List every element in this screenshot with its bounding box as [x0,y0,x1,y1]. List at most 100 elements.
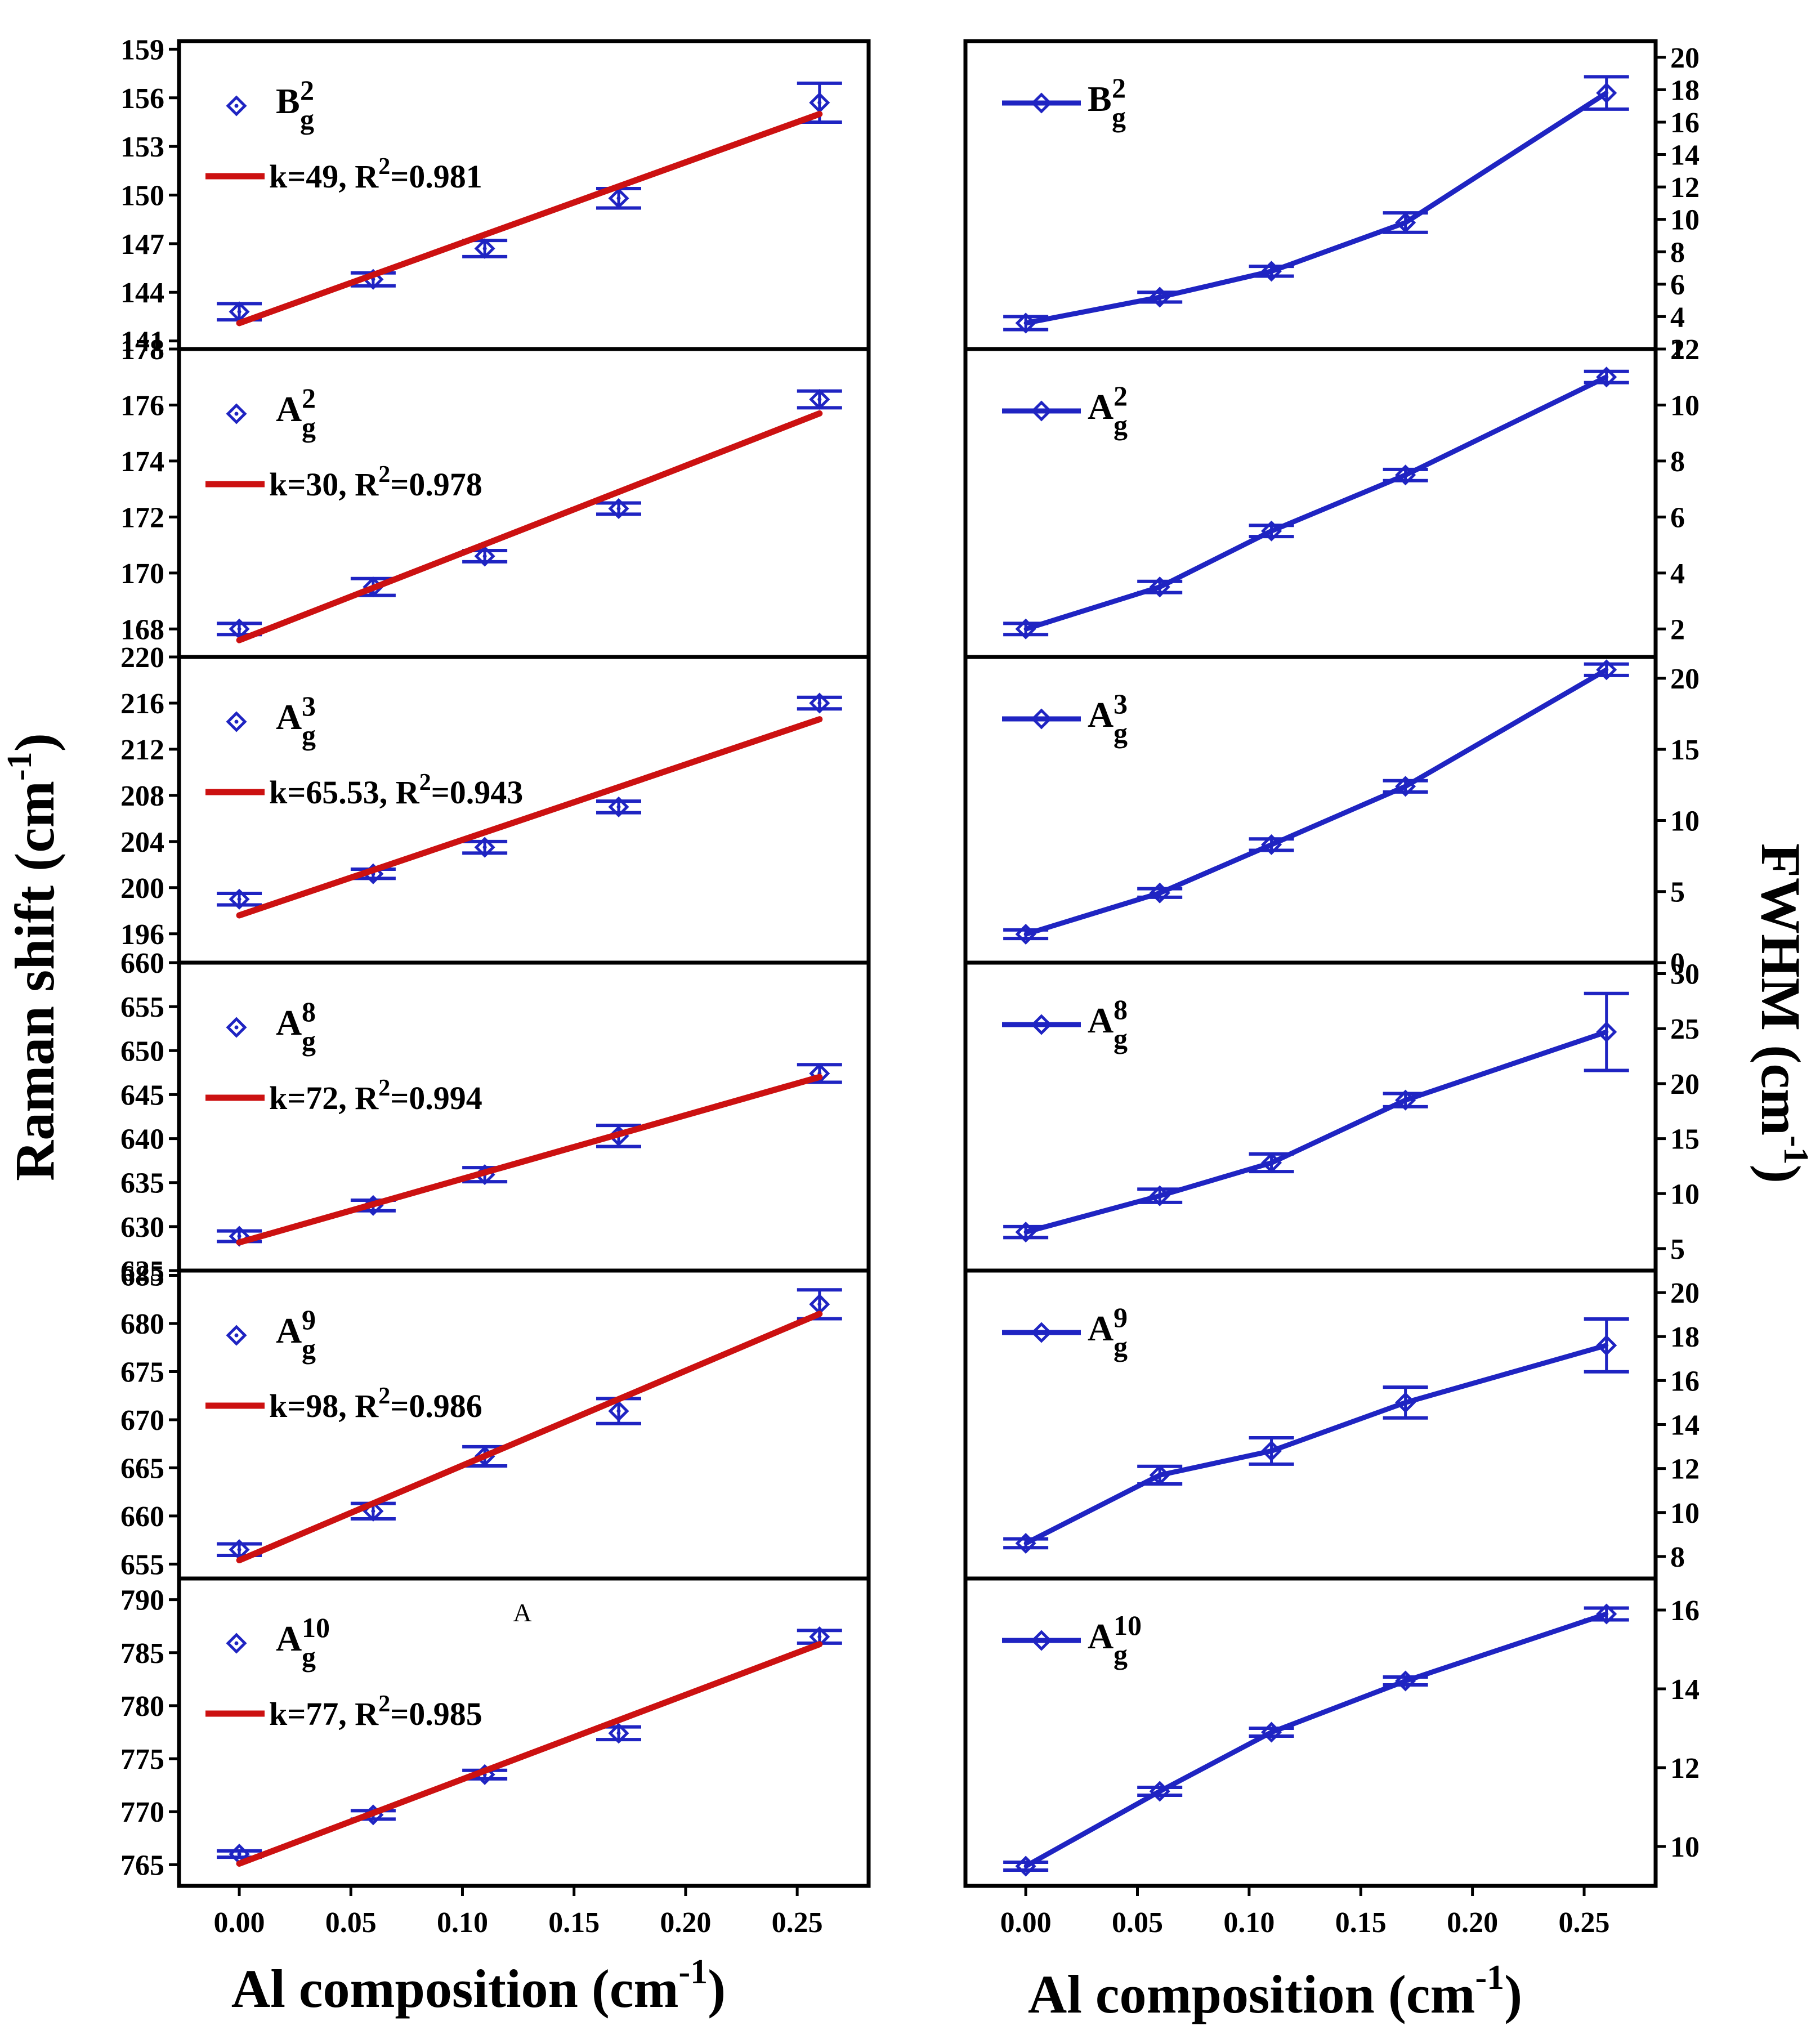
y-tick-label: 655 [120,1549,164,1581]
legend-mode-label: A9 g [1088,1302,1128,1362]
data-point-center [1023,321,1028,325]
data-point-center [237,1852,242,1857]
legend-symbol-center [1039,1022,1044,1027]
left-x-axis-title: Al composition (cm-1) [231,1953,726,2019]
y-tick-label: 30 [1670,959,1700,991]
data-point [1261,1152,1282,1174]
x-tick-label: 0.00 [1000,1907,1052,1939]
x-tick-label: 0.25 [1559,1907,1610,1939]
raman-panel-2: 168 170 172 174 176 178 A2 g k=30, R2=0.978 [120,334,871,659]
data-point [809,388,830,410]
fwhm-panel-4: 5 10 15 20 25 30 A8 g [963,959,1700,1273]
data-point-center [237,1234,242,1238]
data-point-center [1403,220,1408,225]
data-point [1149,287,1170,308]
data-point-center [1403,1098,1408,1102]
data-point-center [1157,1193,1162,1198]
data-point-center [616,1731,621,1736]
data-point-center [616,506,621,511]
legend-symbol-center [234,719,239,724]
panel-frame [963,347,1658,659]
data-point-center [1604,375,1609,379]
y-tick-label: 18 [1670,1321,1700,1353]
data-point-center [1269,1730,1274,1734]
fit-line [236,1311,823,1564]
y-tick-label: 150 [120,180,164,212]
data-point [1261,520,1282,542]
legend-symbol-center [234,1333,239,1338]
data-point [608,796,629,817]
y-tick-label: 765 [120,1849,164,1881]
data-point-center [817,1635,822,1639]
data-point-center [237,897,242,901]
x-tick-label: 0.05 [325,1907,377,1939]
x-tick-label: 0.05 [1112,1907,1163,1939]
fit-line [236,111,823,327]
data-point-center [616,196,621,200]
data-point [1596,1335,1617,1356]
legend-symbol-center [234,1641,239,1645]
fwhm-panel-3: 0 5 10 15 20 A3 g [963,655,1700,980]
data-point-center [237,627,242,631]
y-tick-label: 2 [1670,614,1685,646]
data-point [1149,576,1170,598]
y-tick-label: 174 [120,446,164,478]
data-point-center [817,100,822,105]
y-tick-label: 25 [1670,1013,1700,1045]
legend-symbol [1031,1322,1052,1343]
data-point [1261,1440,1282,1461]
y-tick-label: 144 [120,277,164,309]
y-tick-label: 141 [120,326,164,358]
y-tick-label: 16 [1670,1365,1700,1397]
legend-mode-label: A10 g [276,1612,330,1673]
legend-symbol-center [1039,1638,1044,1643]
y-tick-label: 8 [1670,446,1685,478]
data-point-center [1023,1864,1028,1868]
right-y-axis-title: FWHM (cm-1) [1750,843,1815,1183]
y-tick-label: 650 [120,1035,164,1067]
data-point [1395,776,1416,797]
raman-panel-3: 196 200 204 208 212 216 220 A3 g k=65.53, R2=0.94… [120,642,871,965]
data-point [1015,923,1036,945]
data-point [1149,1464,1170,1486]
legend-symbol [226,1325,247,1346]
legend-symbol [1031,708,1052,730]
y-tick-label: 10 [1670,390,1700,422]
y-tick-label: 775 [120,1743,164,1776]
data-point-center [1269,269,1274,274]
y-tick-label: 208 [120,780,164,812]
fwhm-panel-6: 10 12 14 16 0.00 0.05 0.10 0.15 0.20 0.25 A10 g [963,1576,1700,1939]
x-tick-label: 0.15 [548,1907,600,1939]
data-point-center [1604,1030,1609,1034]
y-tick-label: 10 [1670,805,1700,837]
data-point [1596,82,1617,104]
data-point-center [1604,1612,1609,1616]
x-tick-label: 0.10 [437,1907,488,1939]
raman-panel-4: 625 630 635 640 645 650 655 660 A8 g k=72, R2=0.99… [120,947,871,1287]
legend-mode-label: B2 g [276,74,314,135]
data-point [229,888,250,910]
fit-label: k=77, R2=0.985 [269,1691,482,1732]
y-tick-label: 20 [1670,663,1700,695]
data-point-center [1023,627,1028,631]
data-point-center [1157,295,1162,299]
data-point-center [1269,1161,1274,1165]
legend-mode-label: A2 g [1088,380,1128,441]
stray-letter: A [513,1598,531,1627]
data-point [1395,1089,1416,1111]
y-tick-label: 14 [1670,1674,1700,1706]
data-point [1015,312,1036,334]
legend-symbol [1031,400,1052,422]
y-tick-label: 2 [1670,334,1685,366]
data-point-center [1403,784,1408,789]
y-tick-label: 168 [120,614,164,646]
data-point-center [1403,1400,1408,1405]
y-tick-label: 685 [120,1260,164,1293]
data-point-center [1269,842,1274,847]
data-point-center [237,310,242,314]
fit-label: k=98, R2=0.986 [269,1383,482,1424]
y-tick-label: 14 [1670,140,1700,172]
legend-symbol-center [1039,409,1044,413]
